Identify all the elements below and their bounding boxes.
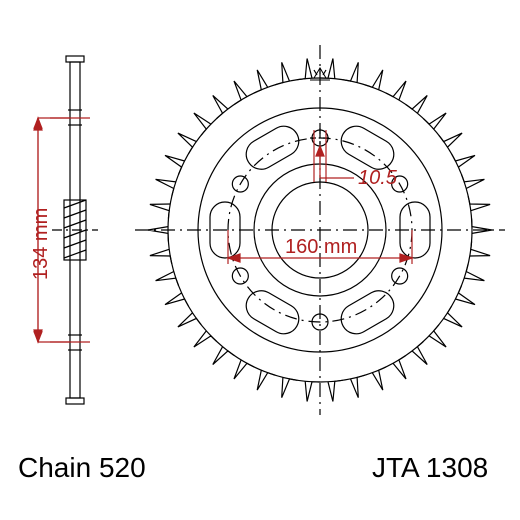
diagram-container: 134 mm 160 mm 10.5 Chain 520 JTA 1308 bbox=[0, 0, 520, 520]
dim-134-label: 134 mm bbox=[30, 208, 53, 280]
part-number-label: JTA 1308 bbox=[372, 452, 488, 484]
chain-label: Chain 520 bbox=[18, 452, 146, 484]
drawing-svg bbox=[0, 0, 520, 520]
front-view bbox=[135, 45, 505, 415]
dim-10-5-label: 10.5 bbox=[358, 167, 397, 190]
side-view bbox=[52, 56, 98, 404]
dim-160-label: 160 mm bbox=[285, 236, 357, 259]
